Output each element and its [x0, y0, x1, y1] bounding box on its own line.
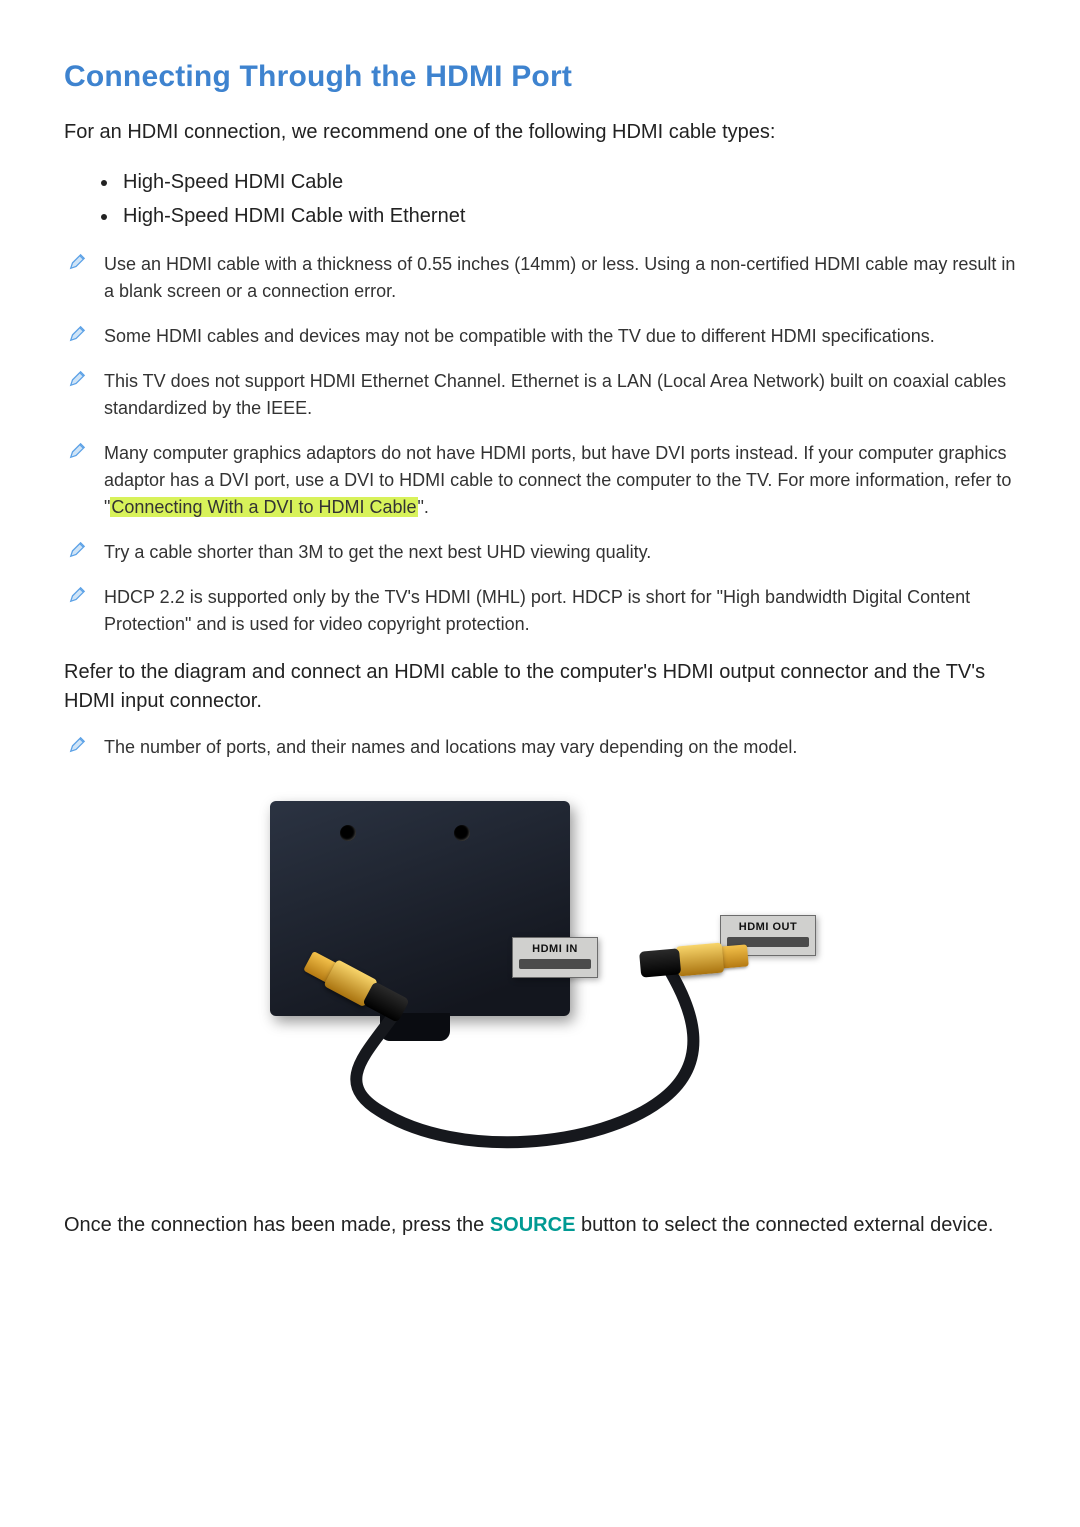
- note-item: This TV does not support HDMI Ethernet C…: [64, 368, 1016, 422]
- note-text: The number of ports, and their names and…: [104, 737, 797, 757]
- note-text: HDCP 2.2 is supported only by the TV's H…: [104, 587, 970, 634]
- page-title: Connecting Through the HDMI Port: [64, 60, 1016, 94]
- pencil-icon: [68, 325, 86, 343]
- intro-paragraph: For an HDMI connection, we recommend one…: [64, 118, 1016, 147]
- hdmi-in-port-label: HDMI IN: [512, 937, 598, 978]
- note-item: Some HDMI cables and devices may not be …: [64, 323, 1016, 350]
- closing-prefix: Once the connection has been made, press…: [64, 1214, 490, 1236]
- hdmi-out-text: HDMI OUT: [739, 921, 797, 933]
- note-list: Use an HDMI cable with a thickness of 0.…: [64, 251, 1016, 638]
- pencil-icon: [68, 370, 86, 388]
- note-item: The number of ports, and their names and…: [64, 734, 1016, 761]
- pencil-icon: [68, 586, 86, 604]
- list-item: High-Speed HDMI Cable: [119, 165, 1016, 199]
- pencil-icon: [68, 736, 86, 754]
- closing-suffix: button to select the connected external …: [575, 1214, 993, 1236]
- hdmi-connection-diagram: HDMI IN HDMI OUT: [260, 801, 820, 1161]
- note-text-suffix: ".: [418, 497, 429, 517]
- pencil-icon: [68, 442, 86, 460]
- closing-paragraph: Once the connection has been made, press…: [64, 1211, 1016, 1240]
- cross-reference-link[interactable]: Connecting With a DVI to HDMI Cable: [110, 497, 417, 517]
- note-item: Use an HDMI cable with a thickness of 0.…: [64, 251, 1016, 305]
- pencil-icon: [68, 253, 86, 271]
- diagram-intro: Refer to the diagram and connect an HDMI…: [64, 658, 1016, 716]
- pencil-icon: [68, 541, 86, 559]
- document-page: Connecting Through the HDMI Port For an …: [0, 0, 1080, 1527]
- note-text: Use an HDMI cable with a thickness of 0.…: [104, 254, 1015, 301]
- note-item: HDCP 2.2 is supported only by the TV's H…: [64, 584, 1016, 638]
- note-item: Try a cable shorter than 3M to get the n…: [64, 539, 1016, 566]
- note-text: This TV does not support HDMI Ethernet C…: [104, 371, 1006, 418]
- hdmi-in-text: HDMI IN: [532, 943, 578, 955]
- tv-rear-panel-icon: [270, 801, 570, 1016]
- source-button-reference: SOURCE: [490, 1214, 576, 1236]
- note-text: Try a cable shorter than 3M to get the n…: [104, 542, 651, 562]
- note-item: Many computer graphics adaptors do not h…: [64, 440, 1016, 521]
- cable-type-list: High-Speed HDMI Cable High-Speed HDMI Ca…: [64, 165, 1016, 233]
- list-item: High-Speed HDMI Cable with Ethernet: [119, 199, 1016, 233]
- diagram-note-list: The number of ports, and their names and…: [64, 734, 1016, 761]
- note-text: Some HDMI cables and devices may not be …: [104, 326, 935, 346]
- hdmi-connector-right-icon: [639, 940, 749, 979]
